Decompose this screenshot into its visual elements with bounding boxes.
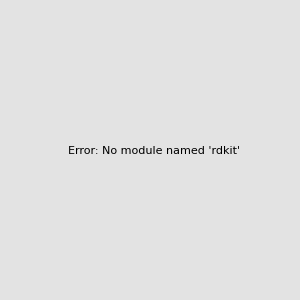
Text: Error: No module named 'rdkit': Error: No module named 'rdkit' bbox=[68, 146, 240, 157]
